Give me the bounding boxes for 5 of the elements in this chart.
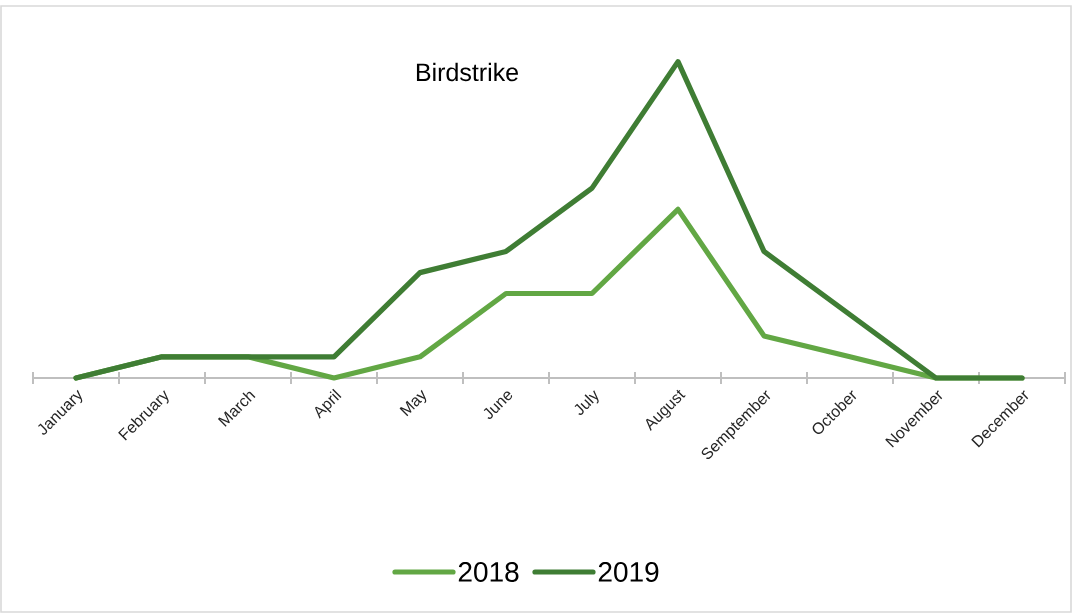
legend-label: 2018 [458,562,519,582]
x-tick-label: July [574,390,599,415]
x-tick-label: May [399,389,427,417]
legend-label: 2019 [598,562,659,582]
chart-title: Birdstrike [416,62,518,82]
